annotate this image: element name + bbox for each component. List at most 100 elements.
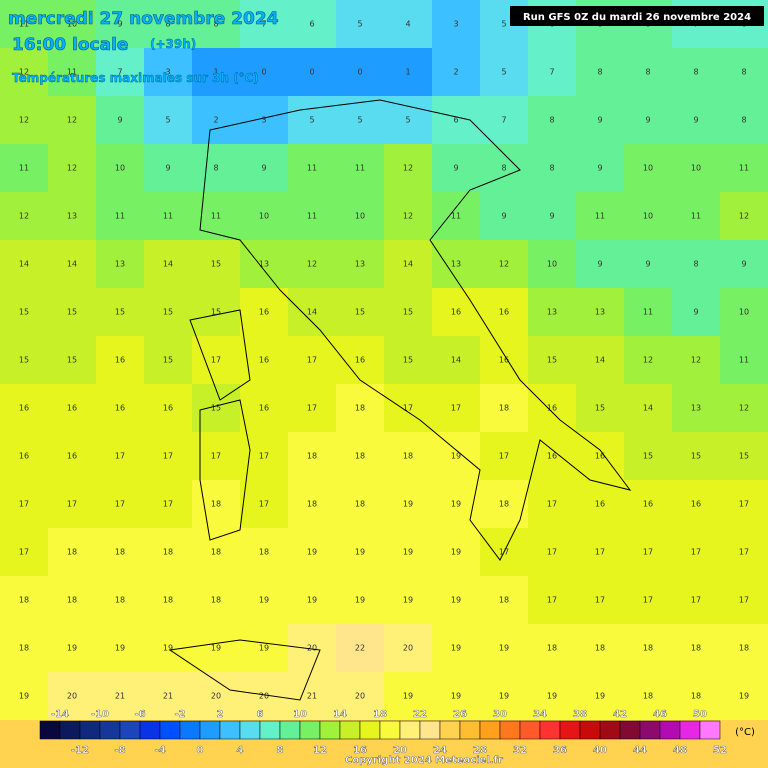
temperature-cell [0, 384, 48, 432]
temperature-value: 17 [403, 404, 413, 413]
temperature-cell [192, 144, 240, 192]
scale-label-bottom: 48 [673, 745, 687, 756]
scale-swatch [699, 720, 721, 740]
temperature-value: 12 [739, 404, 749, 413]
temperature-cell [624, 144, 672, 192]
temperature-value: 21 [115, 692, 125, 701]
scale-label-bottom: 40 [593, 745, 607, 756]
temperature-value: 3 [165, 68, 170, 77]
temperature-value: 15 [19, 356, 29, 365]
temperature-value: 11 [307, 212, 317, 221]
temperature-value: 20 [211, 692, 221, 701]
temperature-cell [384, 288, 432, 336]
temperature-value: 5 [165, 116, 170, 125]
temperature-cell [144, 192, 192, 240]
temperature-value: 19 [259, 596, 269, 605]
temperature-value: 10 [547, 260, 557, 269]
temperature-value: 5 [405, 116, 410, 125]
legend-unit: (°C) [735, 727, 755, 738]
temperature-value: 18 [163, 596, 173, 605]
temperature-cell [720, 672, 768, 720]
temperature-value: 11 [739, 356, 749, 365]
temperature-value: 19 [307, 596, 317, 605]
copyright: Copyright 2024 Meteociel.fr [345, 755, 503, 766]
temperature-cell [288, 240, 336, 288]
temperature-value: 6 [453, 116, 458, 125]
temperature-cell [240, 384, 288, 432]
temperature-value: 13 [451, 260, 461, 269]
temperature-cell [432, 96, 480, 144]
scale-label-bottom: 28 [473, 745, 487, 756]
temperature-value: 15 [19, 308, 29, 317]
temperature-value: 7 [549, 68, 554, 77]
scale-label-top: -6 [134, 709, 145, 720]
temperature-value: 16 [355, 356, 365, 365]
temperature-value: 11 [307, 164, 317, 173]
temperature-cell [48, 192, 96, 240]
temperature-value: 21 [163, 692, 173, 701]
temperature-cell [384, 576, 432, 624]
temperature-value: 8 [693, 260, 698, 269]
temperature-cell [384, 48, 432, 96]
temperature-value: 19 [403, 596, 413, 605]
temperature-field [0, 0, 768, 720]
temperature-cell [720, 528, 768, 576]
temperature-cell [0, 240, 48, 288]
temperature-cell [576, 624, 624, 672]
temperature-value: 19 [499, 692, 509, 701]
temperature-value: 3 [453, 20, 458, 29]
temperature-value: 18 [739, 644, 749, 653]
temperature-value: 17 [19, 548, 29, 557]
temperature-cell [240, 48, 288, 96]
temperature-cell [336, 672, 384, 720]
temperature-value: 11 [739, 164, 749, 173]
temperature-cell [144, 48, 192, 96]
temperature-cell [672, 96, 720, 144]
temperature-cell [288, 576, 336, 624]
temperature-value: 11 [19, 164, 29, 173]
temperature-value: 16 [67, 404, 77, 413]
temperature-cell [288, 432, 336, 480]
temperature-value: 1 [213, 68, 218, 77]
temperature-value: 16 [259, 404, 269, 413]
temperature-value: 11 [643, 308, 653, 317]
temperature-value: 9 [597, 260, 602, 269]
temperature-value: 8 [213, 20, 218, 29]
temperature-cell [480, 432, 528, 480]
temperature-cell [144, 288, 192, 336]
scale-swatch [679, 720, 701, 740]
temperature-value: 17 [67, 500, 77, 509]
temperature-cell [48, 336, 96, 384]
temperature-value: 14 [643, 404, 653, 413]
temperature-value: 0 [309, 68, 314, 77]
temperature-value: 19 [451, 596, 461, 605]
scale-swatch [339, 720, 361, 740]
temperature-value: 12 [403, 164, 413, 173]
temperature-value: 9 [453, 164, 458, 173]
temperature-value: 11 [691, 212, 701, 221]
temperature-cell [480, 240, 528, 288]
temperature-value: 11 [115, 212, 125, 221]
temperature-value: 17 [595, 548, 605, 557]
temperature-cell [720, 288, 768, 336]
temperature-cell [48, 576, 96, 624]
temperature-cell [624, 624, 672, 672]
temperature-cell [672, 528, 720, 576]
temperature-cell [432, 48, 480, 96]
temperature-cell [528, 624, 576, 672]
temperature-cell [96, 240, 144, 288]
temperature-cell [528, 576, 576, 624]
temperature-value: 16 [499, 356, 509, 365]
temperature-value: 17 [163, 452, 173, 461]
temperature-cell [96, 192, 144, 240]
temperature-cell [480, 48, 528, 96]
temperature-value: 11 [355, 164, 365, 173]
scale-swatch [39, 720, 61, 740]
temperature-value: 16 [595, 452, 605, 461]
temperature-cell [96, 432, 144, 480]
temperature-value: 18 [307, 452, 317, 461]
temperature-cell [480, 336, 528, 384]
temperature-value: 19 [451, 548, 461, 557]
temperature-cell [720, 480, 768, 528]
